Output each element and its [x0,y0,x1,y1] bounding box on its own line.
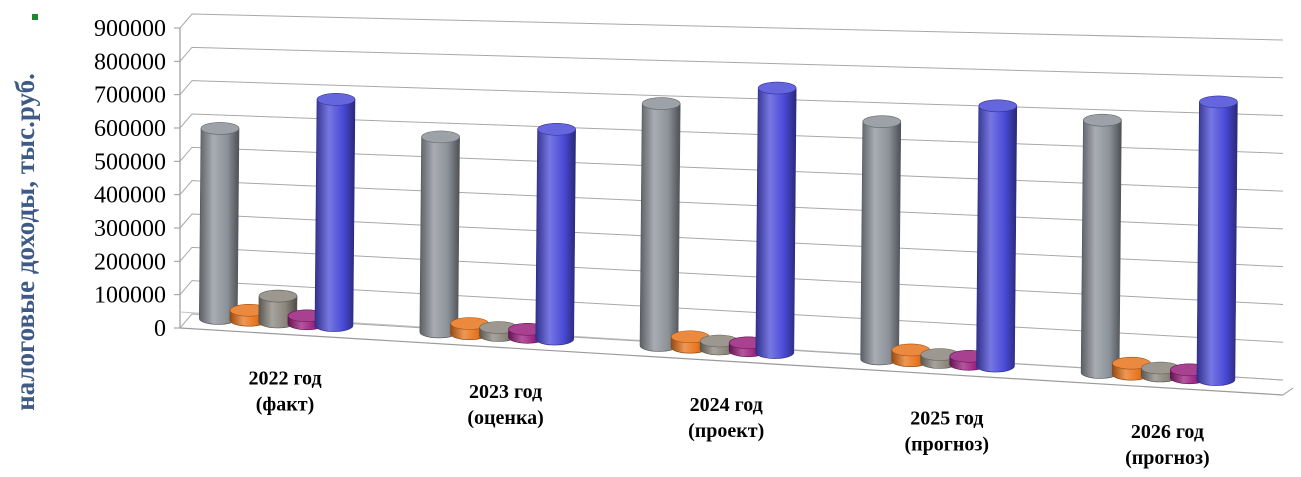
x-category-label: (прогноз) [904,434,989,456]
bar [535,122,576,346]
bar [670,330,710,354]
x-category-label: 2026 год [1131,421,1204,443]
bar [198,122,240,325]
bar [755,81,797,359]
bar [1111,356,1151,381]
bar [479,321,518,342]
y-tick-label: 700000 [94,83,166,109]
gridline [179,46,1284,79]
bar [419,130,460,339]
x-category-label: (оценка) [467,407,543,429]
gridline [179,113,1284,154]
bar [258,289,298,329]
gridline [179,213,1284,268]
gridline [179,13,1284,41]
bar [699,334,739,356]
gridline [179,246,1284,305]
gridline [179,280,1284,343]
bar [891,343,931,367]
x-category-label: (прогноз) [1125,447,1210,469]
x-category-label: 2025 год [910,408,983,430]
chart-gridlines [179,13,1284,381]
bar [860,115,902,366]
bar [314,93,356,332]
bar [976,99,1018,373]
floor-front-edge [179,327,1284,396]
x-category-label: 2022 год [248,367,321,389]
y-tick-label: 100000 [94,283,166,309]
floor-right-edge [1282,387,1294,396]
y-tick-label: 200000 [94,249,166,275]
bar [1196,95,1238,386]
x-category-label: 2023 год [469,381,542,403]
x-axis-categories: 2022 год (факт) 2023 год (оценка) 2024 год (п… [248,367,1209,469]
bar [1141,361,1180,383]
gridline [179,146,1284,192]
chart-bars [198,81,1238,386]
x-category-label: (факт) [256,393,315,415]
y-tick-label: 900000 [94,16,166,42]
gridline [179,80,1284,117]
y-axis-label-dot [32,14,38,20]
y-tick-label: 300000 [94,216,166,242]
bar [920,348,960,369]
y-axis-label: налоговые доходы, тыс.руб. [10,73,40,411]
y-tick-label: 500000 [94,149,166,175]
bar [639,97,681,352]
y-tick-label: 800000 [94,49,166,75]
gridline [179,180,1284,230]
bar [1080,113,1122,379]
y-tick-label: 600000 [94,116,166,142]
y-axis-ticks: 0 100000 200000 300000 400000 500000 600000 700… [94,16,180,342]
x-category-label: 2024 год [690,394,763,416]
y-tick-label: 400000 [94,183,166,209]
x-category-label: (проект) [688,420,764,442]
y-tick-label: 0 [154,316,166,342]
